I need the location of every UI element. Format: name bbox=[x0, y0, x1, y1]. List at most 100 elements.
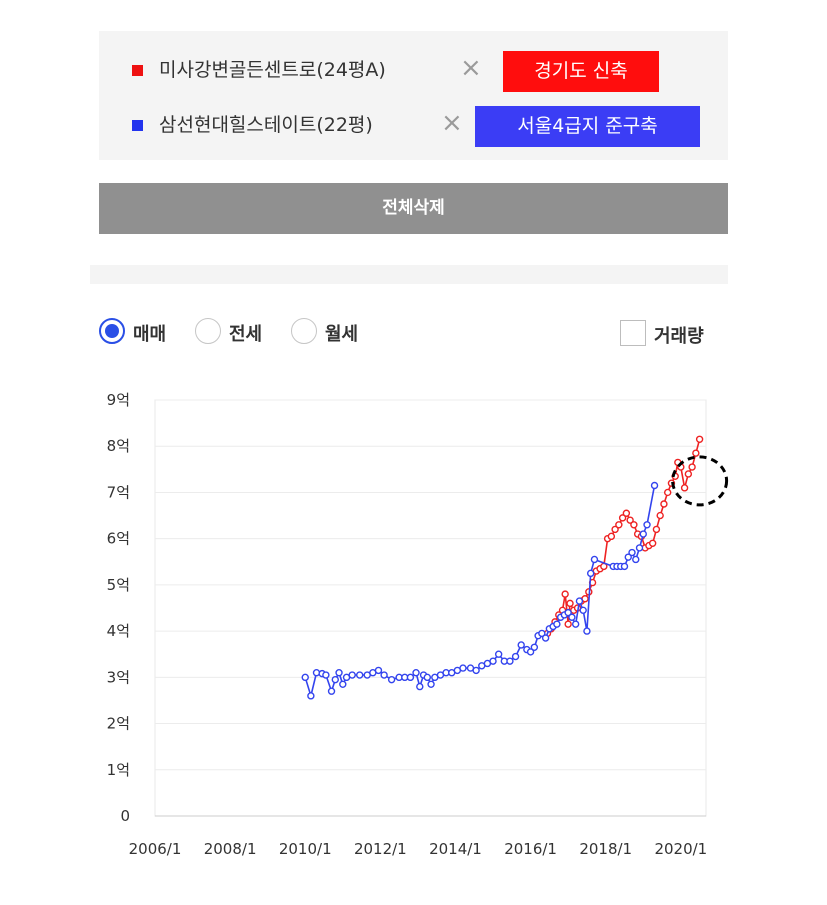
data-point bbox=[680, 484, 689, 492]
data-point bbox=[575, 597, 584, 605]
highlight-dashed-circle bbox=[671, 455, 729, 507]
x-tick-label: 2020/1 bbox=[654, 840, 707, 858]
data-point bbox=[583, 627, 591, 635]
data-point bbox=[607, 532, 616, 541]
data-point bbox=[635, 544, 644, 552]
series-color-square bbox=[132, 120, 143, 131]
section-divider bbox=[90, 265, 728, 284]
data-point bbox=[590, 555, 599, 564]
compare-item-2: 삼선현대힐스테이트(22평) × 서울4급지 준구축 bbox=[99, 106, 728, 147]
data-point bbox=[427, 680, 435, 688]
data-point bbox=[412, 669, 420, 677]
radio-label: 매매 bbox=[133, 324, 167, 345]
data-point bbox=[494, 650, 503, 658]
data-point bbox=[564, 620, 572, 628]
x-tick-label: 2018/1 bbox=[579, 840, 632, 858]
data-point bbox=[611, 525, 619, 534]
data-point bbox=[688, 463, 696, 471]
y-tick-label: 0 bbox=[120, 807, 130, 825]
data-point bbox=[639, 530, 647, 538]
x-tick-label: 2014/1 bbox=[429, 840, 482, 858]
data-point bbox=[406, 673, 415, 682]
data-point bbox=[622, 509, 631, 517]
data-point bbox=[387, 675, 396, 684]
data-point bbox=[301, 673, 309, 682]
data-point bbox=[630, 521, 638, 529]
data-point bbox=[561, 590, 569, 598]
compare-item-name: 삼선현대힐스테이트(22평) bbox=[159, 114, 373, 136]
data-point bbox=[564, 608, 572, 617]
category-tag: 경기도 신축 bbox=[503, 51, 659, 92]
y-tick-label: 5억 bbox=[107, 576, 130, 594]
y-tick-label: 6억 bbox=[107, 530, 130, 548]
data-point bbox=[489, 657, 497, 665]
data-point bbox=[322, 671, 330, 679]
data-point bbox=[530, 643, 539, 651]
plot-area-frame bbox=[154, 399, 707, 817]
data-point bbox=[684, 470, 693, 478]
compare-item-name: 미사강변골든센트로(24평A) bbox=[159, 59, 386, 81]
data-point bbox=[695, 435, 704, 443]
y-tick-label: 1억 bbox=[107, 761, 130, 779]
delete-all-button[interactable]: 전체삭제 bbox=[99, 183, 728, 234]
data-point bbox=[650, 481, 659, 490]
data-point bbox=[656, 511, 664, 520]
data-point bbox=[380, 671, 388, 679]
data-point bbox=[553, 620, 561, 628]
data-point bbox=[517, 641, 525, 649]
data-point bbox=[568, 613, 576, 621]
y-tick-label: 3억 bbox=[107, 668, 130, 686]
data-point bbox=[327, 687, 336, 695]
y-tick-label: 8억 bbox=[107, 437, 130, 455]
data-point bbox=[643, 521, 651, 529]
radio-unselected-icon bbox=[291, 318, 317, 344]
x-tick-label: 2010/1 bbox=[279, 840, 332, 858]
compare-panel: 미사강변골든센트로(24평A) × 경기도 신축 삼선현대힐스테이트(22평) … bbox=[99, 31, 728, 160]
data-point bbox=[660, 500, 668, 508]
volume-label: 거래량 bbox=[654, 326, 704, 347]
data-point bbox=[579, 606, 587, 615]
y-tick-label: 2억 bbox=[107, 715, 130, 733]
data-point bbox=[618, 514, 627, 522]
data-point bbox=[339, 680, 347, 688]
data-point bbox=[566, 599, 574, 608]
data-point bbox=[348, 671, 356, 679]
close-icon[interactable]: × bbox=[460, 53, 482, 83]
radio-label: 월세 bbox=[325, 324, 359, 345]
data-point bbox=[586, 569, 595, 578]
data-point bbox=[648, 539, 657, 547]
data-point bbox=[628, 548, 636, 557]
data-point bbox=[632, 555, 640, 564]
close-icon[interactable]: × bbox=[441, 108, 463, 138]
data-point bbox=[506, 657, 514, 665]
x-tick-label: 2016/1 bbox=[504, 840, 557, 858]
y-tick-label: 7억 bbox=[107, 483, 130, 501]
y-tick-label: 9억 bbox=[107, 391, 130, 409]
data-point bbox=[541, 634, 550, 642]
data-point bbox=[459, 664, 467, 672]
data-point bbox=[663, 488, 672, 497]
data-point bbox=[511, 652, 520, 661]
data-point bbox=[624, 553, 632, 561]
data-point bbox=[538, 629, 546, 638]
data-point bbox=[692, 449, 700, 457]
checkbox-icon bbox=[620, 320, 646, 346]
radio-label: 전세 bbox=[229, 324, 263, 345]
radio-selected-icon bbox=[99, 318, 125, 344]
series-color-square bbox=[132, 65, 143, 76]
data-point bbox=[335, 669, 343, 677]
data-point bbox=[416, 682, 424, 691]
x-tick-label: 2008/1 bbox=[204, 840, 257, 858]
data-point bbox=[423, 673, 432, 682]
radio-unselected-icon bbox=[195, 318, 221, 344]
data-point bbox=[652, 525, 661, 534]
data-point bbox=[356, 671, 364, 679]
x-tick-label: 2006/1 bbox=[129, 840, 182, 858]
data-point bbox=[615, 521, 623, 529]
data-point bbox=[472, 666, 480, 675]
compare-item-1: 미사강변골든센트로(24평A) × 경기도 신축 bbox=[99, 51, 728, 92]
data-point bbox=[526, 648, 535, 656]
y-tick-label: 4억 bbox=[107, 622, 130, 640]
category-tag: 서울4급지 준구축 bbox=[475, 106, 700, 147]
